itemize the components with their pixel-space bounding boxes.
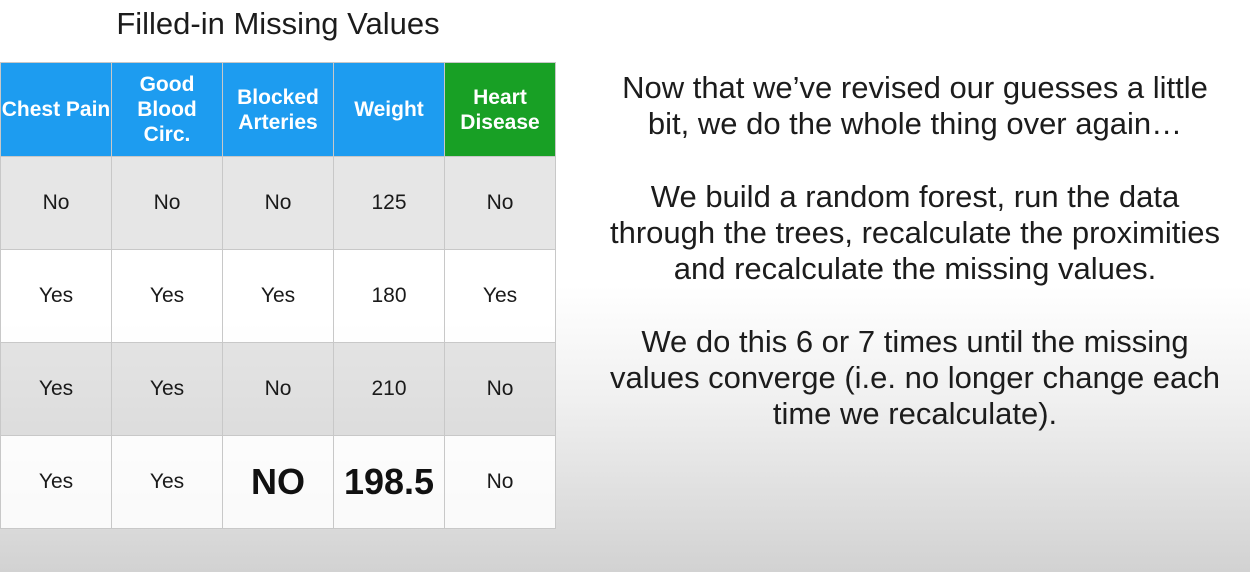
table-cell: Yes <box>111 249 223 343</box>
table-row: Yes Yes No 210 No <box>0 342 556 436</box>
table-cell: Yes <box>0 342 112 436</box>
table-cell: No <box>444 156 556 250</box>
narration-text: Now that we’ve revised our guesses a lit… <box>606 70 1224 432</box>
table-cell: Yes <box>444 249 556 343</box>
table-cell: No <box>444 435 556 529</box>
table-cell: Yes <box>111 435 223 529</box>
table-cell: Yes <box>0 249 112 343</box>
table-cell: 210 <box>333 342 445 436</box>
narration-paragraph: We do this 6 or 7 times until the missin… <box>609 324 1221 431</box>
table-cell: No <box>222 156 334 250</box>
header-blocked-arteries: Blocked Arteries <box>222 62 334 157</box>
table-cell: Yes <box>111 342 223 436</box>
table-row: Yes Yes Yes 180 Yes <box>0 249 556 343</box>
table-cell: 180 <box>333 249 445 343</box>
filled-value-weight: 198.5 <box>333 435 445 529</box>
header-weight: Weight <box>333 62 445 157</box>
data-table: Chest Pain Good Blood Circ. Blocked Arte… <box>0 62 556 529</box>
table-title: Filled-in Missing Values <box>116 6 440 41</box>
table-cell: Yes <box>0 435 112 529</box>
header-chest-pain: Chest Pain <box>0 62 112 157</box>
header-good-blood-circ: Good Blood Circ. <box>111 62 223 157</box>
narration-paragraph: We build a random forest, run the data t… <box>610 179 1220 286</box>
table-cell: No <box>222 342 334 436</box>
table-cell: 125 <box>333 156 445 250</box>
table-cell: No <box>444 342 556 436</box>
table-cell: No <box>111 156 223 250</box>
header-row: Chest Pain Good Blood Circ. Blocked Arte… <box>0 62 556 157</box>
table-cell: Yes <box>222 249 334 343</box>
narration-paragraph: Now that we’ve revised our guesses a lit… <box>622 70 1208 141</box>
table-cell: No <box>0 156 112 250</box>
table-row: Yes Yes NO 198.5 No <box>0 435 556 529</box>
filled-value-blocked-arteries: NO <box>222 435 334 529</box>
header-heart-disease: Heart Disease <box>444 62 556 157</box>
table-row: No No No 125 No <box>0 156 556 250</box>
